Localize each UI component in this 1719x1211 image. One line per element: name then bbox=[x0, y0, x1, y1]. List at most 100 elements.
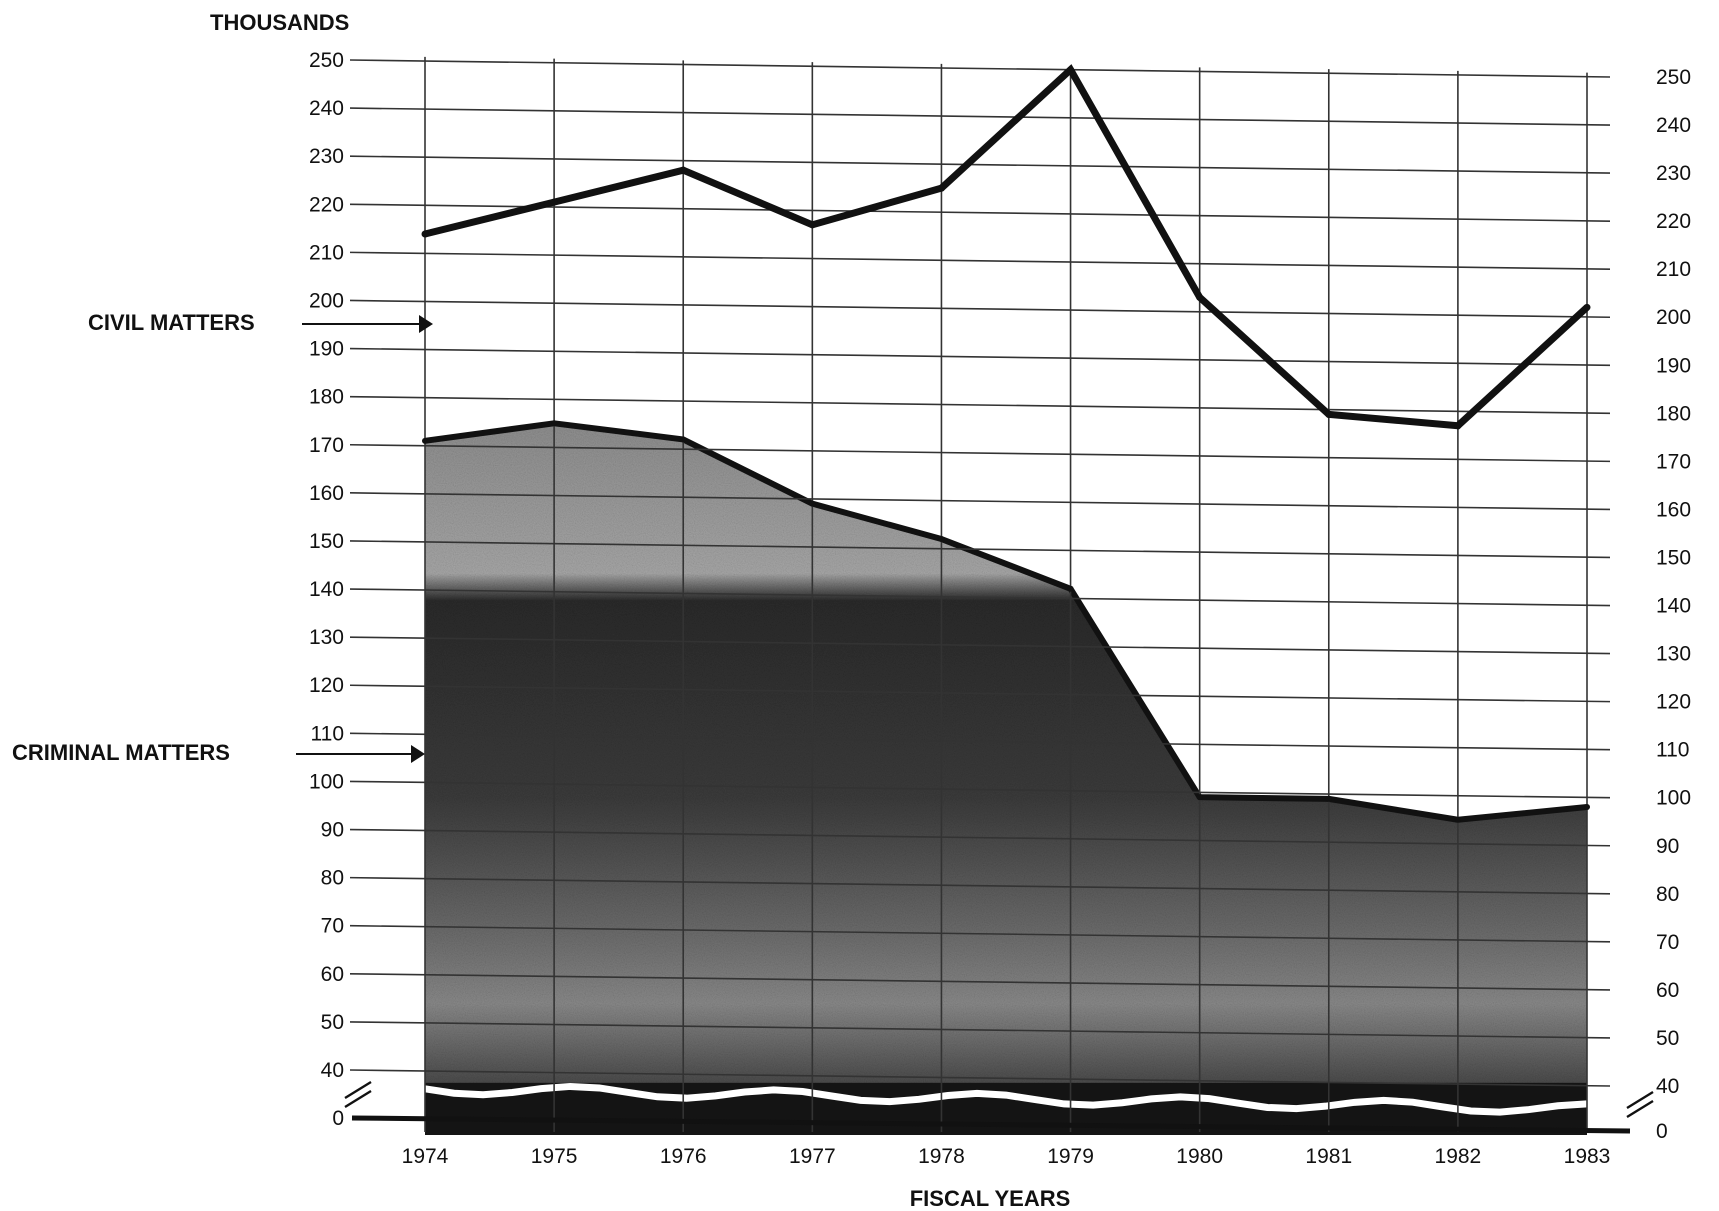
grid-line-h bbox=[349, 395, 1611, 415]
axis-break-mark bbox=[344, 1089, 372, 1109]
civil-matters-point bbox=[1067, 66, 1075, 74]
criminal-matters-point bbox=[1196, 794, 1203, 801]
series-label-criminal: CRIMINAL MATTERS bbox=[12, 740, 230, 765]
grid-line-h bbox=[349, 1069, 1611, 1087]
grid-line-h bbox=[349, 540, 1611, 559]
criminal-matters-point bbox=[1454, 816, 1461, 823]
y-tick-label-right: 140 bbox=[1656, 595, 1691, 618]
civil-matters-point bbox=[1583, 303, 1591, 311]
y-tick-label-right: 60 bbox=[1656, 979, 1679, 1002]
y-tick-label-left: 150 bbox=[309, 530, 344, 553]
grid-line-h bbox=[349, 924, 1611, 943]
y-tick-label-left: 0 bbox=[332, 1107, 344, 1130]
y-tick-label-left: 240 bbox=[309, 97, 344, 120]
y-tick-label-right: 180 bbox=[1656, 402, 1691, 425]
y-tick-label-right: 130 bbox=[1656, 643, 1691, 666]
x-tick-label: 1983 bbox=[1564, 1145, 1611, 1168]
y-tick-label-left: 160 bbox=[309, 482, 344, 505]
criminal-area-layer bbox=[424, 420, 1588, 1135]
y-tick-label-right: 50 bbox=[1656, 1027, 1679, 1050]
x-tick-label: 1978 bbox=[918, 1145, 965, 1168]
axis-break-mark bbox=[1626, 1090, 1654, 1110]
y-tick-label-right: 120 bbox=[1656, 691, 1691, 714]
x-tick-label: 1981 bbox=[1305, 1145, 1352, 1168]
y-tick-label-left: 250 bbox=[309, 49, 344, 72]
y-tick-label-left: 40 bbox=[321, 1059, 344, 1082]
grid-line-h bbox=[349, 732, 1611, 751]
civil-matters-point bbox=[679, 166, 687, 174]
civil-matters-line bbox=[424, 64, 1590, 430]
y-tick-label-left: 100 bbox=[309, 770, 344, 793]
criminal-matters-point bbox=[938, 536, 945, 543]
y-tick-label-right: 90 bbox=[1656, 835, 1679, 858]
series-label-civil: CIVIL MATTERS bbox=[88, 310, 255, 335]
y-tick-label-left: 140 bbox=[309, 578, 344, 601]
grid-line-h bbox=[349, 59, 1611, 78]
grid-line-h bbox=[349, 588, 1611, 607]
arrowhead-icon bbox=[411, 745, 425, 763]
x-axis-label: FISCAL YEARS bbox=[910, 1186, 1071, 1211]
y-tick-label-left: 230 bbox=[309, 145, 344, 168]
grid-line-h bbox=[349, 828, 1611, 847]
y-tick-label-left: 90 bbox=[321, 819, 344, 842]
civil-matters-point bbox=[1454, 422, 1462, 430]
x-tick-label: 1977 bbox=[789, 1145, 836, 1168]
criminal-matters-point bbox=[680, 436, 687, 443]
x-tick-label: 1979 bbox=[1047, 1145, 1094, 1168]
axis-break-mark bbox=[1626, 1099, 1654, 1119]
y-tick-label-left: 80 bbox=[321, 867, 344, 890]
y-tick-label-left: 210 bbox=[309, 241, 344, 264]
x-tick-label: 1982 bbox=[1435, 1145, 1482, 1168]
y-tick-label-right: 0 bbox=[1656, 1120, 1668, 1143]
criminal-matters-point bbox=[809, 500, 816, 507]
y-tick-label-right: 240 bbox=[1656, 114, 1691, 137]
criminal-matters-line bbox=[424, 420, 1588, 823]
x-tick-label: 1976 bbox=[660, 1145, 707, 1168]
arrowhead-icon bbox=[419, 315, 433, 333]
grid-line-h bbox=[349, 251, 1611, 270]
criminal-matters-point bbox=[551, 420, 558, 427]
criminal-matters-point bbox=[1067, 585, 1074, 592]
y-tick-label-left: 190 bbox=[309, 338, 344, 361]
civil-line-layer bbox=[421, 64, 1591, 823]
axis-layer: 40 40 50 50 60 60 70 70 80 80 90 90 100 100 110 110 120 1… bbox=[296, 49, 1691, 1168]
civil-matters-point bbox=[808, 221, 816, 229]
y-tick-label-left: 180 bbox=[309, 386, 344, 409]
y-tick-label-right: 100 bbox=[1656, 787, 1691, 810]
y-tick-label-right: 160 bbox=[1656, 498, 1691, 521]
grid-line-h bbox=[349, 1021, 1611, 1039]
y-tick-label-right: 200 bbox=[1656, 306, 1691, 329]
grid-line-h bbox=[349, 973, 1611, 991]
y-tick-label-left: 60 bbox=[321, 963, 344, 986]
y-tick-label-right: 110 bbox=[1656, 739, 1689, 762]
grid-line-h bbox=[349, 299, 1611, 319]
criminal-matters-point bbox=[422, 437, 428, 444]
grid-line-h bbox=[349, 780, 1611, 799]
grid-line-h bbox=[349, 636, 1611, 655]
criminal-matters-point bbox=[1584, 804, 1590, 811]
grid-line-h bbox=[349, 492, 1611, 511]
x-tick-label: 1980 bbox=[1176, 1145, 1223, 1168]
grid-layer bbox=[349, 56, 1611, 1132]
y-tick-label-right: 70 bbox=[1656, 931, 1679, 954]
grid-line-h bbox=[349, 443, 1611, 463]
criminal-matters-point bbox=[1325, 795, 1332, 802]
civil-matters-point bbox=[421, 230, 429, 238]
axis-break-mark bbox=[344, 1080, 372, 1100]
x-axis-baseline bbox=[351, 1115, 1631, 1134]
y-tick-label-left: 70 bbox=[321, 915, 344, 938]
y-tick-label-left: 200 bbox=[309, 289, 344, 312]
y-tick-label-left: 220 bbox=[309, 193, 344, 216]
criminal-matters-area bbox=[425, 423, 1587, 1106]
y-tick-label-right: 40 bbox=[1656, 1075, 1679, 1098]
y-tick-label-right: 80 bbox=[1656, 883, 1679, 906]
y-tick-label-right: 210 bbox=[1656, 258, 1691, 281]
y-tick-label-right: 170 bbox=[1656, 450, 1691, 473]
y-tick-label-left: 120 bbox=[309, 674, 344, 697]
y-tick-label-right: 220 bbox=[1656, 210, 1691, 233]
grid-line-h bbox=[349, 155, 1611, 174]
y-tick-label-right: 190 bbox=[1656, 354, 1691, 377]
grid-line-h bbox=[349, 876, 1611, 895]
y-tick-label-right: 250 bbox=[1656, 66, 1691, 89]
